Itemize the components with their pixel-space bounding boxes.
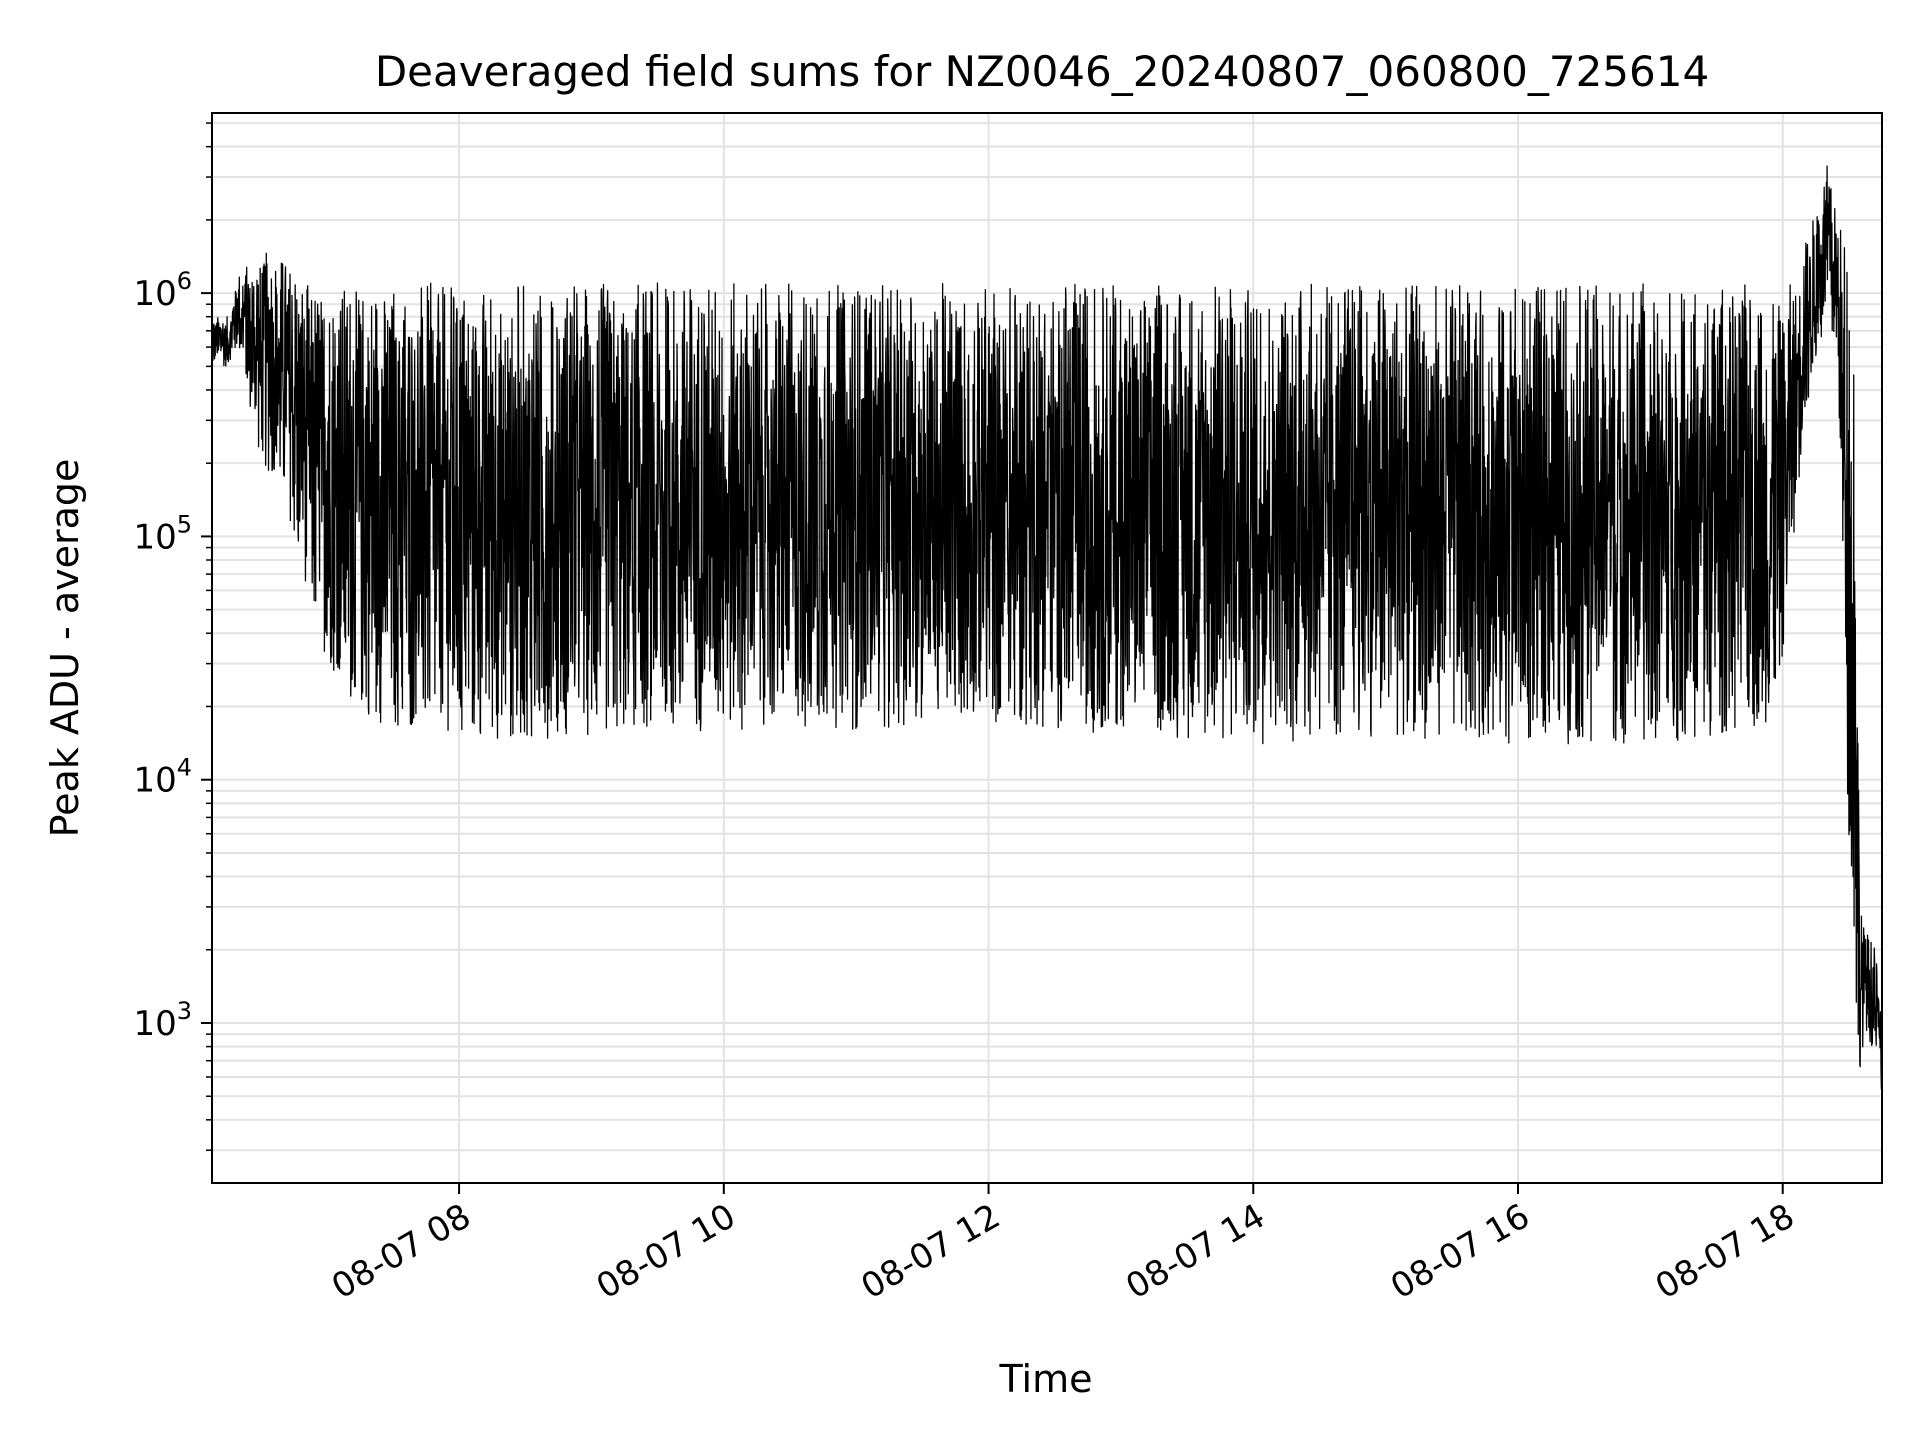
- plot-frame: [211, 112, 1883, 1184]
- x-tick-label: 08-07 08: [325, 1196, 477, 1307]
- series-line: [211, 165, 1883, 1090]
- data-area: [211, 165, 1883, 1090]
- y-axis: 103 104 105 106: [133, 122, 212, 1151]
- x-tick-label: 08-07 10: [590, 1196, 742, 1307]
- y-tick-label: 104: [133, 754, 192, 801]
- x-tick-label: 08-07 18: [1649, 1196, 1801, 1307]
- y-tick-label: 106: [133, 267, 192, 314]
- x-axis-label: Time: [999, 1357, 1093, 1401]
- x-tick-label: 08-07 12: [855, 1196, 1007, 1307]
- x-tick-label: 08-07 14: [1119, 1196, 1271, 1307]
- chart-title: Deaveraged field sums for NZ0046_2024080…: [375, 47, 1709, 96]
- y-tick-label: 103: [133, 997, 192, 1044]
- x-axis: 08-07 08 08-07 10 08-07 12 08-07 14 08-07 16…: [325, 1183, 1801, 1307]
- y-tick-label: 105: [133, 510, 192, 557]
- y-axis-label: Peak ADU - average: [43, 459, 87, 838]
- x-tick-label: 08-07 16: [1384, 1196, 1536, 1307]
